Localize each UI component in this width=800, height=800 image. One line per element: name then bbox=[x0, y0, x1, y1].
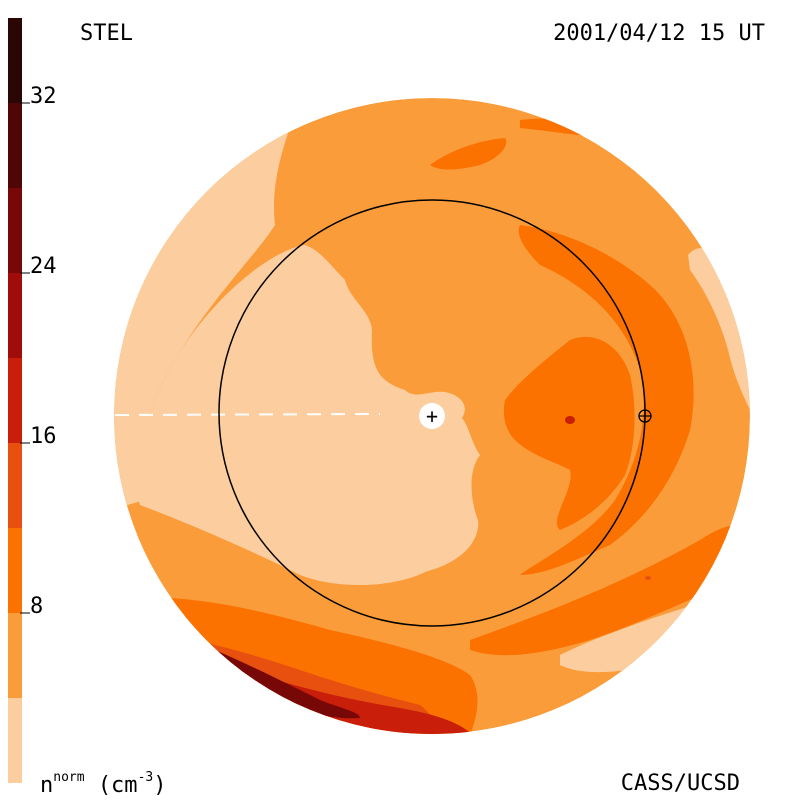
sun-symbol: + bbox=[426, 404, 438, 428]
colorbar-tick-label-2: 16 bbox=[30, 424, 57, 449]
colorbar-unit-label: nnorm (cm-3) bbox=[40, 770, 166, 798]
colorbar-tick-label-1: 24 bbox=[30, 254, 57, 279]
colorbar-band-2 bbox=[8, 528, 22, 613]
colorbar-band-7 bbox=[8, 103, 22, 188]
region-medium-northeast bbox=[518, 225, 694, 575]
timestamp-label: 2001/04/12 15 UT bbox=[553, 21, 765, 46]
colorbar-band-3 bbox=[8, 443, 22, 528]
sun-disc bbox=[419, 403, 445, 429]
colorbar-band-8 bbox=[8, 18, 22, 103]
region-medium-lower-right-band bbox=[470, 525, 750, 656]
region-darkest-lower-belt bbox=[215, 650, 360, 719]
instrument-label: STEL bbox=[80, 21, 133, 46]
earth-marker bbox=[638, 409, 652, 423]
region-speck bbox=[645, 576, 651, 580]
colorbar-band-1 bbox=[8, 613, 22, 698]
region-medium-east bbox=[503, 336, 635, 530]
reference-dash-line bbox=[114, 413, 381, 416]
region-dark-spot bbox=[565, 416, 575, 424]
colorbar-band-4 bbox=[8, 358, 22, 443]
region-lightest-right-edge bbox=[688, 248, 750, 420]
colorbar-band-5 bbox=[8, 273, 22, 358]
colorbar-tick-label-0: 32 bbox=[30, 84, 57, 109]
colorbar-band-0 bbox=[8, 698, 22, 783]
sun-marker: + bbox=[419, 403, 445, 429]
region-medium-upper-streak bbox=[430, 138, 507, 170]
colorbar-band-6 bbox=[8, 188, 22, 273]
credit-label: CASS/UCSD bbox=[621, 771, 740, 796]
region-lightest-lower-right bbox=[560, 600, 713, 673]
colorbar-tick-label-3: 8 bbox=[30, 594, 43, 619]
colorbar: 32 24 16 8 bbox=[8, 18, 57, 783]
